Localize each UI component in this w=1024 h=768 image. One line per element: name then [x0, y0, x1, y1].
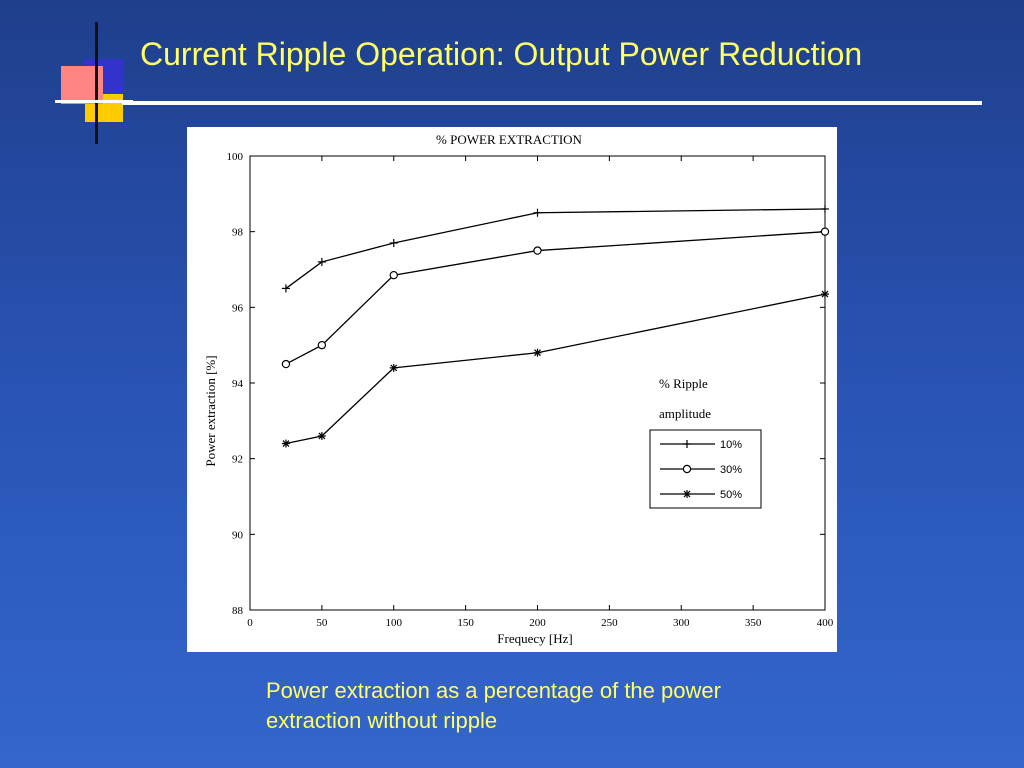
x-tick-label: 0	[247, 617, 253, 629]
legend-marker-30pct	[682, 464, 692, 474]
x-tick-label: 150	[457, 617, 474, 629]
data-point-50pct	[389, 363, 398, 372]
x-tick-label: 100	[386, 617, 403, 629]
slide-caption: Power extraction as a percentage of the …	[266, 678, 721, 733]
legend-marker-50pct	[683, 490, 691, 498]
data-point-50pct	[821, 290, 829, 299]
chart-panel: % POWER EXTRACTION Power extraction [%] …	[187, 127, 837, 652]
logo-vertical-line	[95, 22, 98, 144]
series-line-10pct	[285, 208, 826, 289]
data-point-10pct	[281, 284, 290, 293]
logo-horizontal-line	[55, 100, 133, 103]
data-point-10pct	[821, 204, 829, 213]
y-tick-label: 88	[232, 605, 244, 617]
data-point-10pct	[533, 208, 542, 217]
y-tick-label: 94	[232, 378, 244, 390]
chart-title: % POWER EXTRACTION	[436, 132, 582, 147]
y-tick-label: 98	[232, 227, 244, 239]
data-point-10pct	[389, 239, 398, 248]
legend-title-line-1: % Ripple	[659, 376, 708, 391]
series-line-50pct	[285, 293, 826, 445]
legend: % Ripple amplitude 10% 30% 50%	[649, 376, 762, 509]
data-point-10pct	[317, 257, 326, 266]
series-line-30pct	[285, 231, 826, 365]
data-point-50pct	[281, 439, 290, 448]
legend-label-50pct: 50%	[720, 489, 742, 501]
title-divider	[122, 101, 982, 105]
data-point-30pct	[389, 270, 398, 280]
data-point-30pct	[281, 359, 291, 369]
y-tick-label: 100	[227, 151, 244, 163]
legend-label-10pct: 10%	[720, 439, 742, 451]
slide-title: Current Ripple Operation: Output Power R…	[140, 36, 863, 72]
legend-label-30pct: 30%	[720, 464, 742, 476]
data-point-50pct	[533, 348, 542, 357]
x-tick-label: 300	[673, 617, 690, 629]
data-point-30pct	[533, 246, 542, 255]
y-tick-label: 92	[232, 454, 243, 466]
series-group	[281, 204, 830, 448]
y-tick-label: 96	[232, 302, 244, 314]
y-axis-label: Power extraction [%]	[203, 355, 218, 466]
slide-logo	[55, 22, 135, 147]
x-tick-label: 250	[601, 617, 618, 629]
data-point-30pct	[820, 227, 830, 236]
axis-ticks: 0 50 100 150 200 250 300 350 400 88 90 92 94 96 98 100	[227, 151, 834, 629]
data-point-50pct	[317, 431, 326, 440]
x-tick-label: 50	[316, 617, 328, 629]
power-extraction-chart: % POWER EXTRACTION Power extraction [%] …	[203, 132, 834, 646]
x-tick-label: 200	[529, 617, 546, 629]
x-axis-label: Frequecy [Hz]	[497, 631, 572, 646]
y-tick-label: 90	[232, 529, 244, 541]
data-point-30pct	[317, 340, 327, 350]
plot-area-frame	[249, 155, 826, 611]
legend-marker-10pct	[683, 440, 691, 448]
legend-title-line-2: amplitude	[659, 406, 711, 421]
x-tick-label: 350	[745, 617, 762, 629]
x-tick-label: 400	[817, 617, 834, 629]
